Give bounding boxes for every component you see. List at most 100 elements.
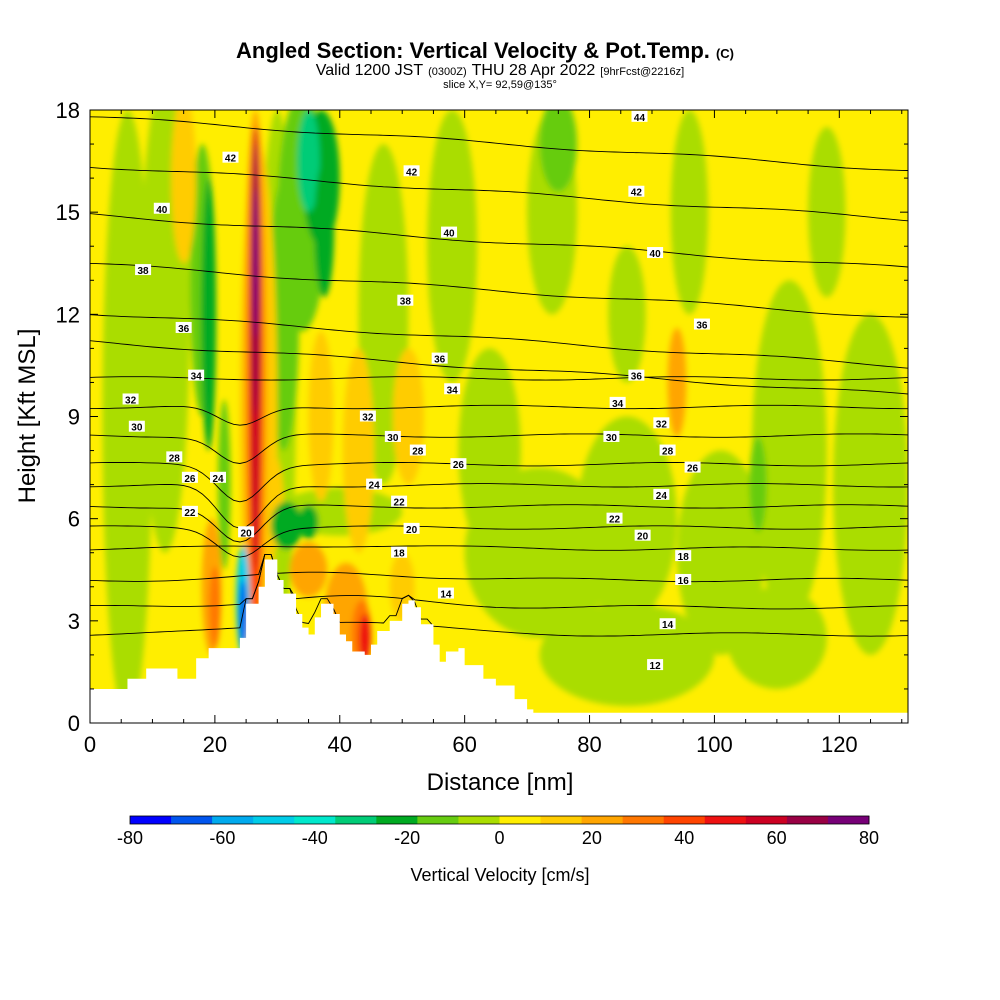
contour-label-bg	[603, 430, 620, 442]
contour-label-bg	[403, 522, 420, 534]
colorbar-segment	[212, 816, 254, 824]
colorbar-tick-label: 40	[674, 828, 694, 848]
theta-contour	[90, 504, 908, 543]
y-tick-label: 9	[68, 405, 80, 430]
colorbar-label: Vertical Velocity [cm/s]	[410, 865, 589, 885]
velocity-patch	[392, 348, 425, 485]
velocity-patch	[833, 314, 908, 655]
contour-label-bg	[188, 369, 205, 381]
contour-label: 18	[394, 549, 406, 560]
colorbar-tick-label: 20	[582, 828, 602, 848]
slice-subtitle: slice X,Y= 92,59@135°	[443, 79, 557, 91]
contour-label-bg	[675, 573, 692, 585]
contour-label: 22	[394, 498, 406, 509]
contour-label: 24	[212, 474, 224, 485]
contour-label: 22	[609, 515, 621, 526]
theta-contour	[90, 262, 908, 318]
contour-label-bg	[153, 202, 170, 214]
contour-label: 40	[156, 205, 168, 216]
contour-label-bg	[659, 618, 676, 630]
velocity-patch	[427, 110, 478, 383]
contour-label: 30	[387, 433, 399, 444]
contour-label-bg	[384, 430, 401, 442]
contour-label-bg	[450, 458, 467, 470]
velocity-patch	[297, 110, 320, 213]
contour-label-bg	[441, 226, 458, 238]
x-tick-label: 0	[84, 732, 96, 757]
velocity-patch	[252, 188, 259, 339]
contour-label: 32	[656, 419, 668, 430]
x-axis-label: Distance [nm]	[427, 769, 574, 796]
theta-contour	[90, 314, 908, 369]
colorbar-segment	[417, 816, 459, 824]
contour-label: 36	[696, 321, 708, 332]
contour-label: 20	[406, 525, 418, 536]
contour-label-bg	[628, 369, 645, 381]
terrain	[90, 559, 908, 723]
contour-label: 38	[400, 297, 412, 308]
contour-label-bg	[166, 451, 183, 463]
contour-label: 14	[440, 590, 452, 601]
contour-label-bg	[391, 495, 408, 507]
theta-contour	[90, 404, 908, 426]
contour-label-bg	[181, 471, 198, 483]
x-tick-label: 20	[203, 732, 227, 757]
velocity-patch	[289, 542, 328, 597]
velocity-patch	[808, 127, 846, 298]
colorbar-segment	[130, 816, 172, 824]
theta-contour	[90, 340, 908, 395]
contour-label: 26	[453, 460, 465, 471]
contour-label-bg	[606, 512, 623, 524]
contour-label: 42	[631, 188, 643, 199]
contour-label-bg	[181, 505, 198, 517]
velocity-patch	[670, 110, 709, 315]
theta-contour	[90, 462, 908, 503]
colorbar-segment	[786, 816, 829, 824]
contour-label-bg	[366, 478, 383, 490]
velocity-patch	[171, 110, 197, 264]
contour-label-bg	[409, 444, 426, 456]
x-tick-label: 40	[328, 732, 352, 757]
velocity-patch	[271, 501, 303, 550]
contour-label-bg	[634, 529, 651, 541]
contour-label-bg	[659, 444, 676, 456]
velocity-patch	[201, 178, 217, 451]
contour-label-bg	[397, 294, 414, 306]
contour-label: 20	[637, 532, 649, 543]
theta-contour	[90, 483, 908, 529]
colorbar-segment	[827, 816, 870, 824]
y-tick-label: 15	[56, 200, 80, 225]
contour-label: 20	[241, 528, 253, 539]
contour-label: 44	[634, 113, 646, 124]
contour-label-bg	[609, 396, 626, 408]
velocity-patch	[539, 110, 578, 192]
y-tick-label: 12	[56, 302, 80, 327]
velocity-patch	[298, 505, 319, 540]
colorbar-segment	[581, 816, 624, 824]
velocity-patch	[308, 331, 334, 502]
velocity-patch	[359, 614, 371, 662]
contour-label: 22	[184, 508, 196, 519]
velocity-patch	[608, 246, 646, 383]
contour-label-bg	[675, 550, 692, 562]
contour-label-bg	[128, 420, 145, 432]
velocity-patch	[464, 467, 615, 638]
colorbar-tick-label: 60	[767, 828, 787, 848]
theta-contour	[90, 376, 908, 381]
contour-label-bg	[431, 352, 448, 364]
theta-contour	[90, 433, 908, 464]
theta-contour	[90, 116, 908, 171]
y-tick-label: 0	[68, 711, 80, 736]
y-tick-label: 3	[68, 609, 80, 634]
contour-label: 32	[125, 395, 137, 406]
contour-label: 40	[650, 249, 662, 260]
contour-label-bg	[628, 185, 645, 197]
y-axis-label: Height [Kft MSL]	[14, 329, 41, 504]
contour-label: 30	[606, 433, 618, 444]
contour-label-bg	[653, 488, 670, 500]
contour-label-bg	[403, 165, 420, 177]
colorbar-tick-label: -80	[117, 828, 143, 848]
colorbar-tick-label: -20	[394, 828, 420, 848]
chart-title: Angled Section: Vertical Velocity & Pot.…	[236, 38, 734, 63]
colorbar-tick-label: 0	[494, 828, 504, 848]
